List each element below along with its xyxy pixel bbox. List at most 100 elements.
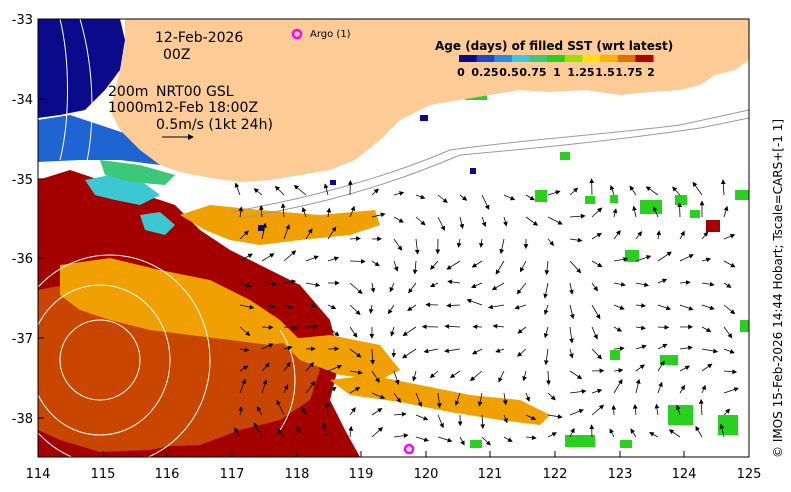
current-vector — [393, 260, 399, 272]
current-vector — [525, 216, 539, 226]
current-vector — [547, 432, 558, 438]
current-vector — [471, 282, 483, 289]
colorbar-tick: 1.25 — [567, 66, 594, 79]
current-vector — [657, 324, 670, 330]
current-vector — [323, 183, 329, 196]
colorbar-ticks: 0 0.25 0.5 0.75 1 1.25 1.5 1.75 2 — [457, 66, 655, 79]
current-vector — [720, 179, 726, 196]
x-tick: 120 — [414, 467, 439, 482]
colorbar-tick: 0 — [457, 66, 465, 79]
current-vector — [613, 304, 625, 310]
current-vector — [429, 282, 439, 287]
current-vector — [547, 392, 556, 401]
current-vector — [503, 436, 513, 442]
current-scale-label: 0.5m/s (1kt 24h) — [156, 117, 273, 133]
current-vector — [234, 182, 241, 196]
current-vector — [274, 185, 285, 196]
current-vector — [239, 365, 249, 372]
current-vector — [546, 370, 551, 386]
current-vector — [454, 392, 461, 406]
current-vector — [591, 404, 605, 416]
current-vector — [283, 384, 289, 394]
current-vector — [393, 238, 403, 251]
current-vector — [679, 280, 691, 285]
current-vector — [495, 348, 505, 353]
current-vector — [447, 279, 461, 285]
current-vector — [547, 238, 555, 246]
current-vector — [238, 206, 244, 218]
x-tick: 125 — [737, 467, 762, 482]
current-vector — [635, 364, 645, 372]
tick-marks — [37, 18, 750, 457]
current-vector — [415, 194, 426, 200]
current-vector — [261, 281, 277, 287]
current-vector — [239, 347, 250, 353]
current-vector — [305, 303, 317, 309]
current-vector — [591, 326, 598, 340]
current-vector — [503, 414, 508, 424]
plot-frame — [37, 18, 750, 458]
current-vector — [349, 407, 356, 416]
current-vector — [516, 282, 527, 295]
colorbar-segment — [582, 55, 601, 62]
current-vector — [675, 404, 681, 416]
current-vector — [723, 304, 736, 315]
current-vector — [239, 253, 253, 262]
current-vector — [679, 384, 686, 394]
current-vector — [491, 282, 505, 291]
current-vectors — [234, 178, 739, 446]
current-vector — [701, 231, 709, 240]
current-vector — [283, 279, 297, 285]
current-vector — [261, 379, 268, 394]
current-vector — [429, 370, 439, 379]
colorbar-segment — [459, 55, 478, 62]
current-vector — [393, 216, 404, 223]
current-vector — [613, 379, 623, 394]
current-vector — [656, 230, 662, 240]
current-vector — [698, 398, 704, 416]
current-vector — [613, 368, 624, 373]
current-vector — [415, 414, 429, 421]
current-vector — [569, 282, 574, 295]
current-vector — [723, 260, 736, 268]
current-vector — [632, 403, 638, 416]
current-vector — [543, 304, 549, 315]
current-vector — [525, 194, 535, 201]
current-vector — [635, 378, 641, 394]
current-vector — [723, 233, 736, 240]
current-vector — [591, 304, 601, 320]
x-tick: 121 — [478, 467, 503, 482]
x-axis-labels: 114 115 116 117 118 119 120 121 122 123 … — [26, 467, 762, 482]
x-tick: 114 — [26, 467, 51, 482]
current-vector — [408, 282, 417, 294]
current-vector — [701, 304, 715, 311]
current-vector — [649, 432, 659, 438]
current-vector — [412, 370, 417, 382]
current-vector — [256, 406, 263, 416]
colorbar-segment — [494, 55, 513, 62]
current-vector — [415, 392, 423, 408]
current-vector — [349, 348, 362, 358]
current-vector — [613, 326, 622, 332]
colorbar — [459, 55, 654, 62]
current-vector — [305, 255, 319, 262]
current-vector — [259, 205, 264, 218]
current-vector — [437, 216, 445, 231]
current-vector — [543, 348, 549, 366]
current-vector — [692, 181, 703, 196]
current-vector — [459, 216, 465, 229]
current-vector — [430, 260, 439, 270]
current-vector — [446, 260, 461, 270]
current-vector — [679, 365, 691, 372]
current-vector — [371, 212, 386, 218]
current-vector — [569, 213, 586, 219]
current-vector — [371, 260, 380, 267]
current-vector — [701, 257, 712, 263]
current-vector — [305, 282, 321, 288]
x-tick: 116 — [155, 467, 180, 482]
current-vector — [481, 436, 491, 446]
current-vector — [657, 278, 668, 284]
current-vector — [525, 414, 537, 421]
current-vector — [234, 427, 241, 438]
current-vector — [349, 369, 363, 375]
